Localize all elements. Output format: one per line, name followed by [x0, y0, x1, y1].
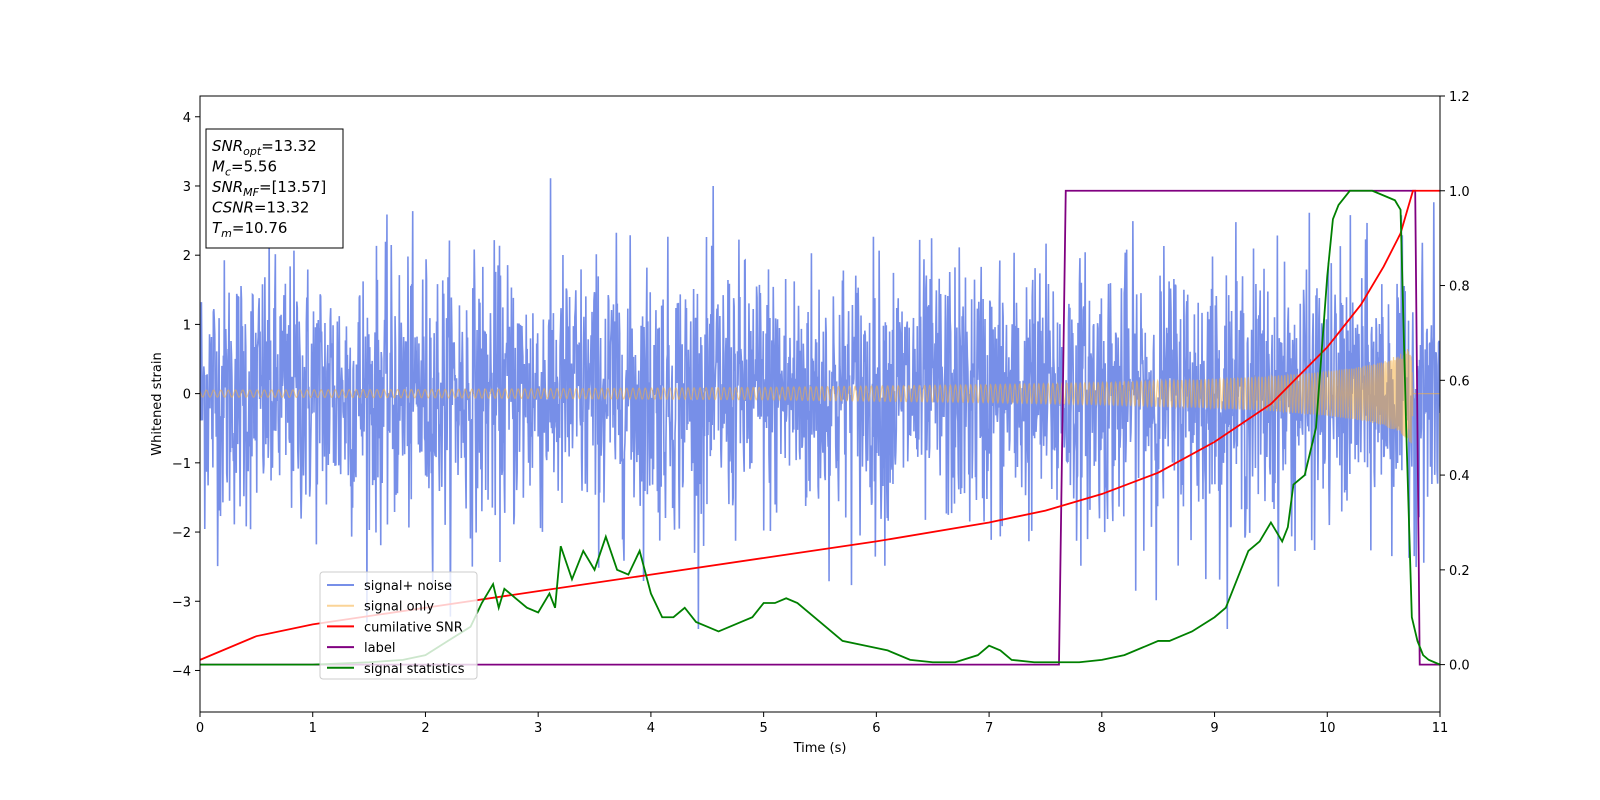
y-tick-label: 0	[183, 388, 191, 403]
info-box: SNRopt=13.32Mc=5.56SNRMF=[13.57]CSNR=13.…	[205, 128, 344, 249]
x-tick-label: 1	[309, 721, 317, 736]
legend-box	[319, 571, 478, 680]
info-chirp-mass: Mc=5.56	[212, 158, 277, 179]
axes-frame	[199, 95, 1441, 713]
y-axis-label: Whitened strain	[150, 352, 165, 455]
legend-label: signal+ noise	[364, 579, 452, 594]
y2-tick-label: 0.8	[1449, 280, 1470, 295]
y-tick-label: −3	[172, 595, 191, 610]
x-tick-label: 10	[1319, 721, 1336, 736]
info-csnr: CSNR=13.32	[212, 199, 309, 217]
series-signal-noise	[200, 178, 1440, 629]
x-axis-label: Time (s)	[793, 741, 847, 756]
y-tick-label: 4	[183, 111, 191, 126]
x-tick-label: 7	[985, 721, 993, 736]
x-tick-label: 2	[421, 721, 429, 736]
y-tick-label: 2	[183, 249, 191, 264]
y2-tick-label: 0.0	[1449, 659, 1470, 674]
y2-tick-label: 0.4	[1449, 469, 1470, 484]
legend-label: signal only	[364, 600, 434, 615]
y2-tick-label: 1.2	[1449, 90, 1470, 105]
x-tick-label: 8	[1098, 721, 1106, 736]
series-label	[200, 189, 1440, 666]
legend-label: cumilative SNR	[364, 620, 463, 635]
y-tick-label: 3	[183, 180, 191, 195]
y2-tick-label: 0.6	[1449, 374, 1470, 389]
series-signal-only	[200, 348, 1440, 444]
y-tick-label: −4	[172, 664, 191, 679]
legend-label: signal statistics	[364, 662, 465, 677]
series-signal-statistics	[200, 189, 1440, 666]
x-tick-label: 4	[647, 721, 655, 736]
x-tick-label: 0	[196, 721, 204, 736]
info-snr-mf: SNRMF=[13.57]	[212, 178, 326, 199]
legend: signal+ noise signal only cumilative SNR la…	[319, 571, 478, 680]
info-box-frame	[205, 128, 344, 249]
y-tick-label: −1	[172, 457, 191, 472]
y2-tick-label: 1.0	[1449, 185, 1470, 200]
y-tick-label: 1	[183, 318, 191, 333]
info-tm: Tm=10.76	[212, 219, 287, 240]
x-tick-label: 9	[1210, 721, 1218, 736]
y-tick-label: −2	[172, 526, 191, 541]
x-tick-label: 6	[872, 721, 880, 736]
x-tick-label: 5	[759, 721, 767, 736]
axes: 0 1 2 3 4 5 6 7 8 9 10 11 −4 −3 −2 −1 0 1 2 3 4 0.0 0.2 0.4 0.6 0…	[150, 90, 1470, 756]
legend-label: label	[364, 641, 395, 656]
x-tick-label: 11	[1432, 721, 1449, 736]
y2-tick-label: 0.2	[1449, 564, 1470, 579]
info-snr-opt: SNRopt=13.32	[212, 137, 317, 158]
x-tick-label: 3	[534, 721, 542, 736]
